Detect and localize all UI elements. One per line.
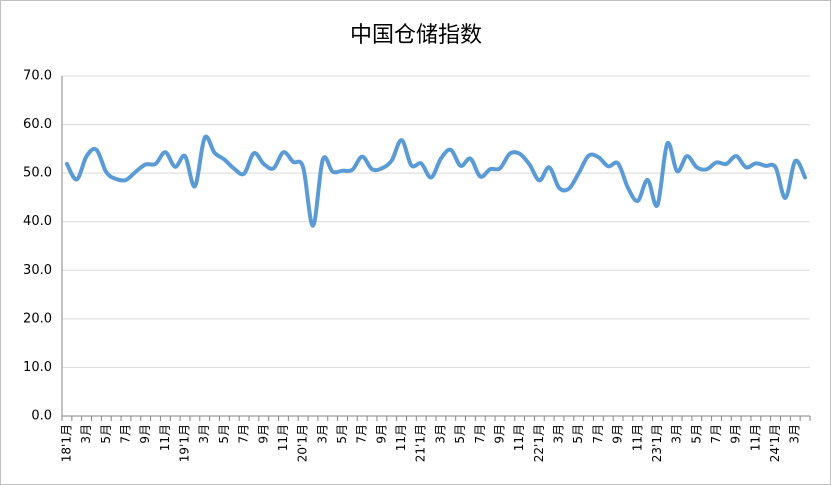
x-tick-label: 11月 bbox=[158, 424, 172, 451]
y-tick-label: 30.0 bbox=[23, 263, 52, 278]
x-tick-label: 9月 bbox=[611, 424, 625, 444]
x-tick-label: 9月 bbox=[256, 424, 270, 444]
x-tick-label: 3月 bbox=[197, 424, 211, 444]
x-tick-label: 7月 bbox=[237, 424, 251, 444]
x-tick-label: 5月 bbox=[99, 424, 113, 444]
x-tick-label: 24'1月 bbox=[768, 424, 782, 462]
x-tick-label: 11月 bbox=[748, 424, 762, 451]
x-tick-label: 7月 bbox=[591, 424, 605, 444]
x-tick-label: 3月 bbox=[315, 424, 329, 444]
x-tick-label: 9月 bbox=[138, 424, 152, 444]
y-tick-label: 40.0 bbox=[23, 214, 52, 229]
data-line bbox=[64, 134, 808, 228]
y-tick-label: 60.0 bbox=[23, 117, 52, 132]
x-tick-label: 5月 bbox=[689, 424, 703, 444]
x-tick-label: 11月 bbox=[276, 424, 290, 451]
x-tick-label: 21'1月 bbox=[414, 424, 428, 462]
x-tick-label: 11月 bbox=[394, 424, 408, 451]
x-tick-label: 3月 bbox=[670, 424, 684, 444]
x-tick-label: 7月 bbox=[118, 424, 132, 444]
x-tick-label: 3月 bbox=[788, 424, 802, 444]
x-tick-label: 5月 bbox=[571, 424, 585, 444]
y-tick-label: 50.0 bbox=[23, 166, 52, 181]
y-tick-label: 20.0 bbox=[23, 311, 52, 326]
x-tick-label: 11月 bbox=[512, 424, 526, 451]
y-tick-label: 0.0 bbox=[31, 409, 52, 424]
x-tick-label: 9月 bbox=[374, 424, 388, 444]
x-tick-label: 7月 bbox=[709, 424, 723, 444]
chart-title: 中国仓储指数 bbox=[350, 23, 482, 48]
x-tick-label: 3月 bbox=[79, 424, 93, 444]
x-tick-label: 3月 bbox=[552, 424, 566, 444]
x-tick-label: 3月 bbox=[433, 424, 447, 444]
x-tick-label: 5月 bbox=[453, 424, 467, 444]
x-tick-label: 7月 bbox=[355, 424, 369, 444]
x-tick-label: 11月 bbox=[630, 424, 644, 451]
x-tick-label: 22'1月 bbox=[532, 424, 546, 462]
x-tick-label: 5月 bbox=[335, 424, 349, 444]
x-tick-label: 7月 bbox=[473, 424, 487, 444]
x-tick-label: 19'1月 bbox=[178, 424, 192, 462]
x-tick-label: 9月 bbox=[729, 424, 743, 444]
y-tick-label: 70.0 bbox=[23, 69, 52, 84]
y-tick-label: 10.0 bbox=[23, 360, 52, 375]
x-tick-label: 18'1月 bbox=[59, 424, 73, 462]
x-tick-label: 5月 bbox=[217, 424, 231, 444]
x-tick-label: 20'1月 bbox=[296, 424, 310, 462]
x-tick-label: 23'1月 bbox=[650, 424, 664, 462]
x-tick-label: 9月 bbox=[492, 424, 506, 444]
